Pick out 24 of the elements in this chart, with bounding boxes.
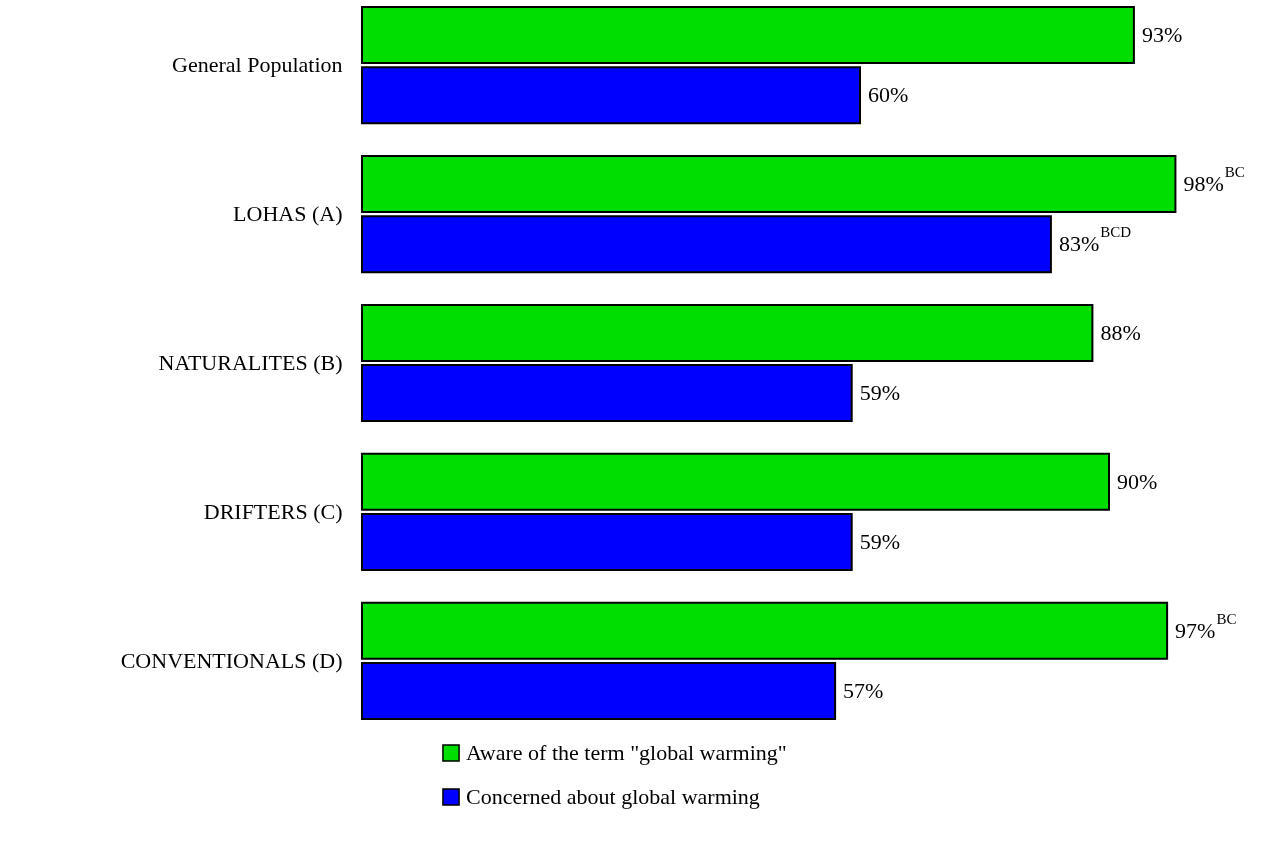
data-label: 57%: [843, 678, 884, 704]
bar: [361, 5, 1135, 64]
y-tick-label: CONVENTIONALS (D): [120, 647, 343, 673]
y-tick-label: NATURALITES (B): [158, 350, 343, 375]
bar: [361, 452, 1110, 511]
bar: [361, 662, 837, 721]
data-label: 59%: [859, 529, 901, 555]
data-label: 93%: [1141, 21, 1183, 47]
y-tick-label: LOHAS (A): [233, 201, 343, 227]
y-tick-label: DRIFTERS (C): [203, 498, 343, 524]
data-label: 60%: [868, 82, 909, 108]
bar: [361, 364, 853, 423]
bar: [361, 513, 853, 572]
data-label: 88%: [1100, 319, 1141, 345]
bar: [361, 66, 861, 125]
data-label: 59%: [859, 380, 901, 406]
bar: [361, 601, 1169, 660]
bar: [361, 303, 1094, 362]
data-label: 90%: [1117, 468, 1158, 494]
bar: [361, 154, 1177, 213]
bar: [361, 215, 1052, 274]
y-tick-label: General Population: [172, 52, 343, 78]
legend-label: Aware of the term "global warming": [466, 740, 787, 765]
legend-label: Concerned about global warming: [466, 784, 760, 809]
